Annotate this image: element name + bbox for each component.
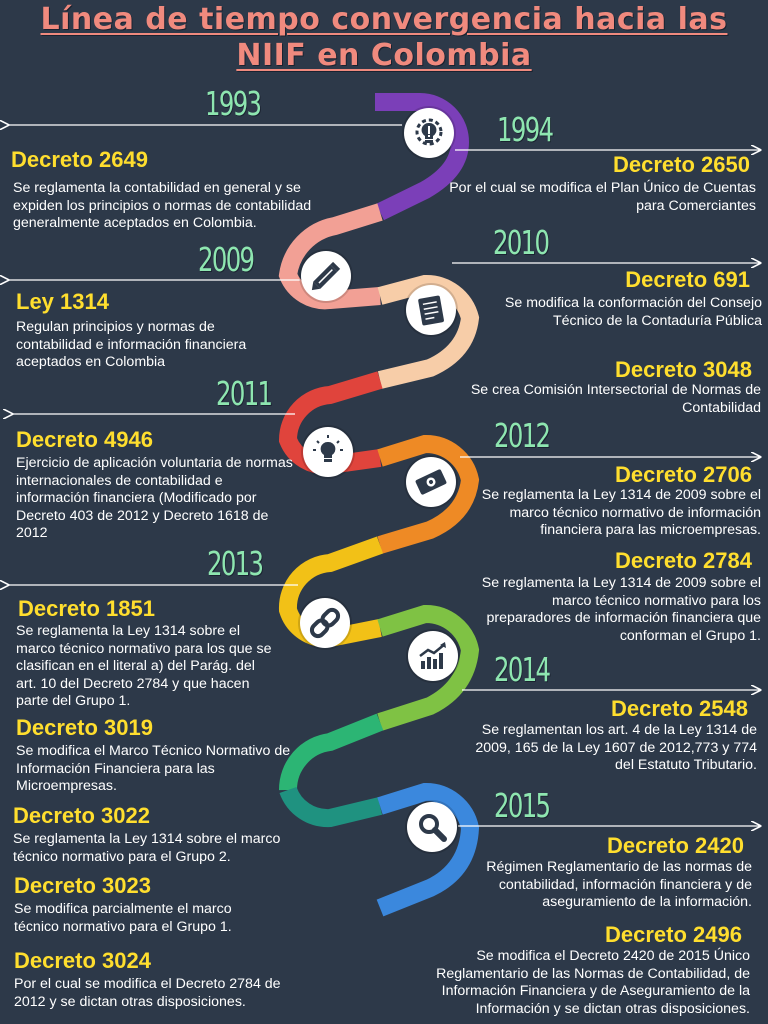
left-item-title: Ley 1314 (16, 289, 109, 314)
right-item-title: Decreto 2706 (615, 462, 752, 487)
title-line-2: NIIF en Colombia (236, 38, 532, 73)
money-icon (406, 457, 456, 507)
lightbulb-icon (303, 427, 353, 477)
left-item-title: Decreto 4946 (16, 427, 153, 452)
road-segment-emerald (278, 713, 384, 791)
right-item-title: Decreto 2650 (613, 152, 750, 177)
right-item-desc: Se reglamenta la Ley 1314 de 2009 sobre … (481, 575, 761, 644)
left-item-title: Decreto 3019 (16, 715, 153, 740)
left-item-desc: Se reglamenta la Ley 1314 sobre el marco… (13, 831, 281, 865)
right-item-desc: Se reglamentan los art. 4 de la Ley 1314… (475, 722, 757, 774)
road-segment-teal (279, 786, 383, 828)
left-item-title: Decreto 1851 (18, 596, 155, 621)
year-1993: 1993 (205, 84, 262, 123)
right-item-title: Decreto 2784 (615, 548, 752, 573)
road-segment-purple (375, 93, 470, 221)
magnifier-icon (407, 802, 457, 852)
left-item-desc: Se reglamenta la contabilidad en general… (13, 180, 312, 232)
right-item-title: Decreto 3048 (615, 357, 752, 382)
right-item-desc: Se crea Comisión Intersectorial de Norma… (470, 382, 761, 416)
left-item-desc: Se modifica parcialmente el marco técnic… (14, 901, 232, 935)
left-item-title: Decreto 3024 (14, 948, 151, 973)
right-item-title: Decreto 2420 (607, 833, 744, 858)
right-item-desc: Se modifica la conformación del Consejo … (504, 295, 762, 329)
year-2015: 2015 (494, 786, 551, 825)
left-item-desc: Por el cual se modifica el Decreto 2784 … (14, 976, 281, 1010)
right-item-desc: Régimen Reglamentario de las normas de c… (486, 859, 752, 911)
right-item-title: Decreto 2548 (611, 696, 748, 721)
lightbulb-gear-icon (404, 108, 454, 158)
growth-chart-icon (408, 631, 458, 681)
road-segment-orange (377, 435, 480, 554)
year-2014: 2014 (494, 650, 551, 689)
right-item-desc: Se reglamenta la Ley 1314 de 2009 sobre … (481, 487, 761, 539)
document-checklist-icon (406, 285, 456, 335)
left-item-desc: Regulan principios y normas de contabili… (16, 319, 247, 371)
year-2012: 2012 (494, 416, 551, 455)
right-item-desc: Se modifica el Decreto 2420 de 2015 Únic… (436, 948, 750, 1017)
pencil-icon (301, 251, 351, 301)
left-item-title: Decreto 3022 (13, 803, 150, 828)
right-item-desc: Por el cual se modifica el Plan Único de… (449, 180, 756, 214)
title-line-1: Línea de tiempo convergencia hacia las (40, 2, 728, 37)
right-item-title: Decreto 691 (625, 267, 750, 292)
road-segment-green (377, 605, 480, 731)
left-item-desc: Se reglamenta la Ley 1314 sobre el marco… (16, 623, 272, 710)
left-item-title: Decreto 2649 (11, 147, 148, 172)
left-item-desc: Se modifica el Marco Técnico Normativo d… (16, 743, 291, 795)
year-2009: 2009 (198, 240, 255, 279)
year-1994: 1994 (497, 110, 554, 149)
year-2010: 2010 (493, 223, 550, 262)
year-2013: 2013 (207, 544, 264, 583)
left-item-title: Decreto 3023 (14, 873, 151, 898)
year-2011: 2011 (216, 374, 273, 413)
right-item-title: Decreto 2496 (605, 922, 742, 947)
link-icon (300, 598, 350, 648)
left-item-desc: Ejercicio de aplicación voluntaria de no… (16, 455, 293, 542)
